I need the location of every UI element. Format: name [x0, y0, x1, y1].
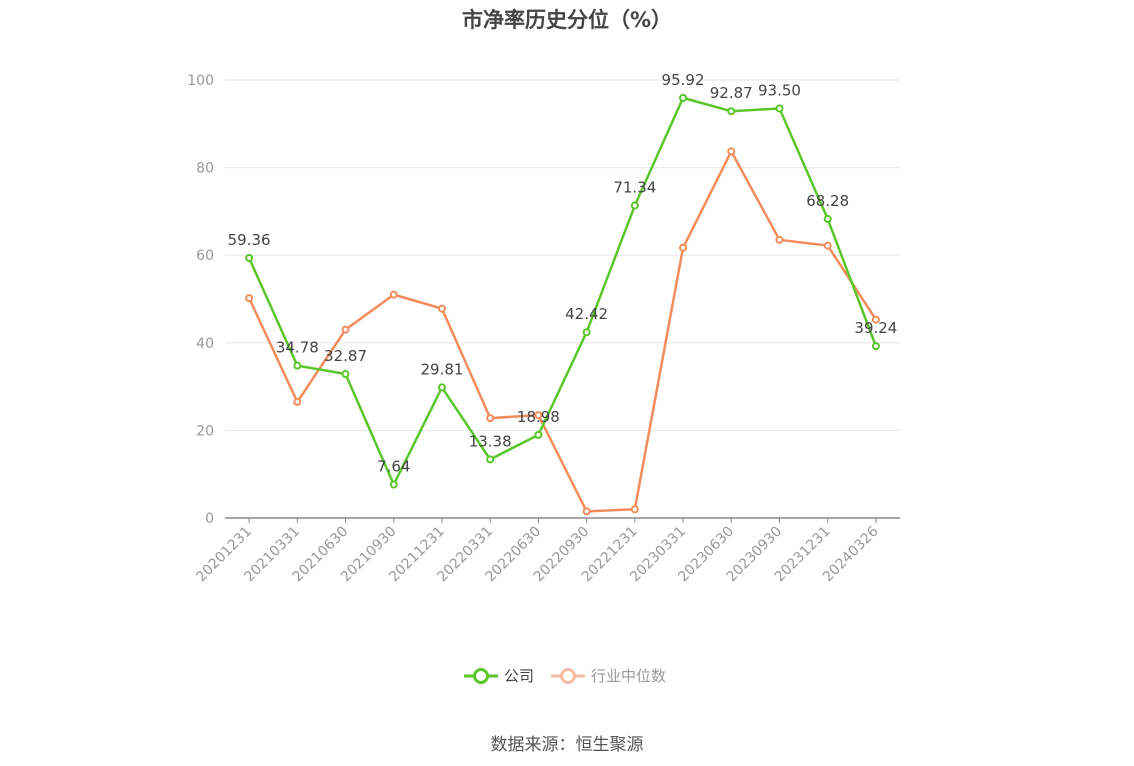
data-label: 32.87	[324, 347, 367, 365]
data-point-company	[871, 342, 880, 351]
y-tick-label: 20	[196, 423, 214, 439]
data-point-industry-median	[727, 147, 736, 156]
data-point-company	[293, 361, 302, 370]
data-point-industry-median	[389, 290, 398, 299]
data-source: 数据来源：恒生聚源	[490, 735, 644, 755]
data-point-industry-median	[582, 507, 591, 516]
legend-marker-industry-median	[560, 668, 576, 684]
data-label: 18.98	[517, 408, 560, 426]
data-point-company	[775, 104, 784, 113]
data-point-industry-median	[630, 505, 639, 514]
data-label: 59.36	[228, 231, 271, 249]
data-point-company	[823, 214, 832, 223]
data-point-industry-median	[534, 411, 543, 420]
data-point-company	[534, 430, 543, 439]
data-point-industry-median	[245, 294, 254, 303]
y-tick-label: 80	[196, 161, 214, 177]
y-tick-label: 100	[187, 73, 214, 89]
data-point-company	[630, 201, 639, 210]
legend-label-company: 公司	[504, 667, 534, 685]
data-point-industry-median	[341, 325, 350, 334]
data-point-industry-median	[871, 315, 880, 324]
y-tick-label: 40	[196, 336, 214, 352]
data-point-industry-median	[775, 235, 784, 244]
y-tick-label: 0	[205, 511, 214, 527]
data-point-company	[437, 383, 446, 392]
data-label: 71.34	[613, 179, 656, 197]
data-point-industry-median	[823, 241, 832, 250]
data-label: 42.42	[565, 305, 608, 323]
data-point-company	[582, 328, 591, 337]
data-label: 95.92	[662, 71, 705, 89]
data-label: 13.38	[469, 432, 512, 450]
data-label: 34.78	[276, 339, 319, 357]
series-line-industry-median	[247, 150, 877, 513]
data-label: 68.28	[806, 192, 849, 210]
data-point-industry-median	[486, 414, 495, 423]
y-tick-label: 60	[196, 248, 214, 264]
data-point-industry-median	[437, 304, 446, 313]
data-point-company	[486, 455, 495, 464]
data-point-industry-median	[293, 397, 302, 406]
data-label: 92.87	[710, 84, 753, 102]
data-point-company	[389, 480, 398, 489]
data-label: 29.81	[420, 360, 463, 378]
data-point-industry-median	[679, 243, 688, 252]
data-label: 39.24	[854, 319, 897, 337]
data-point-company	[245, 254, 254, 263]
data-point-company	[727, 107, 736, 116]
data-label: 7.64	[377, 458, 410, 476]
legend-label-industry-median: 行业中位数	[591, 667, 666, 685]
data-point-company	[679, 93, 688, 102]
chart-title: 市净率历史分位（%）	[461, 8, 673, 32]
series-line-company	[247, 96, 878, 486]
data-label: 93.50	[758, 81, 801, 99]
data-point-company	[341, 370, 350, 379]
legend-marker-company	[473, 668, 489, 684]
